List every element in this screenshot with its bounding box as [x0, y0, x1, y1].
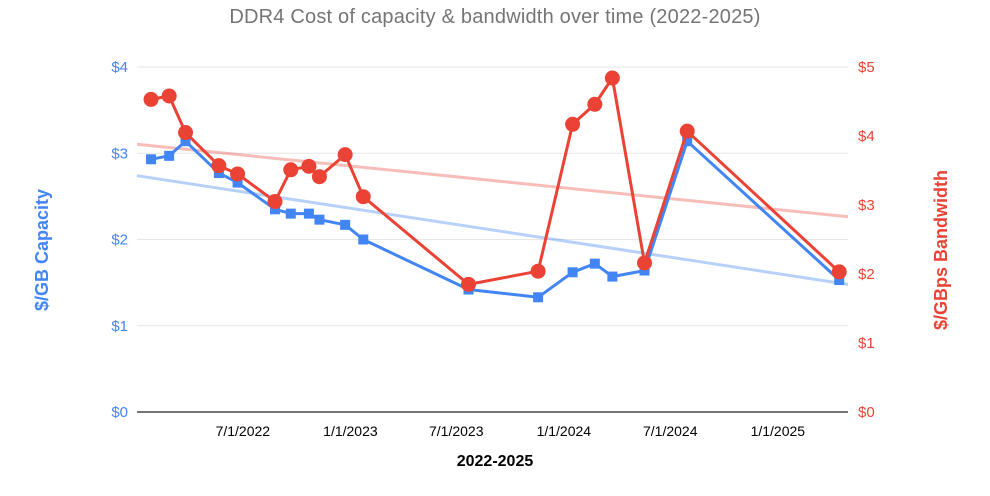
- capacity-marker: [682, 136, 693, 147]
- capacity-marker: [567, 267, 578, 278]
- capacity-marker: [607, 271, 618, 282]
- bandwidth-marker: [530, 263, 546, 279]
- capacity-marker: [639, 265, 650, 276]
- bandwidth-marker: [679, 123, 695, 139]
- right-axis-tick-label: $5: [858, 59, 875, 76]
- bandwidth-marker: [267, 194, 283, 210]
- bandwidth-marker: [161, 88, 177, 104]
- bandwidth-marker: [283, 162, 299, 178]
- capacity-marker: [589, 258, 600, 269]
- right-axis-tick-label: $2: [858, 266, 875, 283]
- bandwidth-marker: [143, 91, 159, 107]
- right-axis-tick-label: $3: [858, 197, 875, 214]
- bandwidth-marker: [461, 276, 477, 292]
- bandwidth-marker: [230, 166, 246, 182]
- capacity-marker: [269, 204, 280, 215]
- x-axis-tick-label: 1/1/2025: [751, 423, 806, 439]
- capacity-marker: [834, 275, 845, 286]
- left-axis-tick-label: $1: [111, 318, 128, 335]
- x-axis-tick-label: 7/1/2023: [429, 423, 484, 439]
- bandwidth-marker: [831, 264, 847, 280]
- right-axis-tick-label: $4: [858, 128, 875, 145]
- capacity-marker: [285, 208, 296, 219]
- capacity-marker: [358, 234, 369, 245]
- bandwidth-marker: [178, 125, 194, 141]
- bandwidth-marker: [604, 70, 620, 86]
- x-axis-tick-label: 7/1/2022: [216, 423, 271, 439]
- bandwidth-marker: [301, 158, 317, 174]
- capacity-marker: [303, 208, 314, 219]
- bandwidth-marker: [337, 147, 353, 163]
- bandwidth-marker: [637, 255, 653, 271]
- bandwidth-marker: [211, 158, 227, 174]
- capacity-marker: [232, 177, 243, 188]
- capacity-marker: [340, 219, 351, 230]
- capacity-marker: [180, 136, 191, 147]
- x-axis-tick-label: 1/1/2023: [323, 423, 378, 439]
- x-axis-tick-label: 7/1/2024: [643, 423, 698, 439]
- right-axis-tick-label: $1: [858, 335, 875, 352]
- bandwidth-trendline: [136, 142, 849, 219]
- capacity-marker: [164, 150, 175, 161]
- capacity-marker: [314, 214, 325, 225]
- capacity-line: [149, 139, 841, 299]
- x-axis-tick-label: 1/1/2024: [537, 423, 592, 439]
- bandwidth-marker: [565, 116, 581, 132]
- bandwidth-marker: [587, 96, 603, 112]
- capacity-marker: [146, 154, 157, 165]
- left-axis-tick-label: $3: [111, 145, 128, 162]
- left-axis-tick-label: $4: [111, 59, 128, 76]
- bandwidth-marker: [355, 189, 371, 205]
- capacity-marker: [533, 292, 544, 303]
- chart-title: DDR4 Cost of capacity & bandwidth over t…: [229, 6, 761, 28]
- left-axis-tick-label: $2: [111, 232, 128, 249]
- left-axis-tick-label: $0: [111, 404, 128, 421]
- right-axis-tick-label: $0: [858, 404, 875, 421]
- bandwidth-marker: [311, 169, 327, 185]
- x-axis-title: 2022-2025: [456, 453, 534, 470]
